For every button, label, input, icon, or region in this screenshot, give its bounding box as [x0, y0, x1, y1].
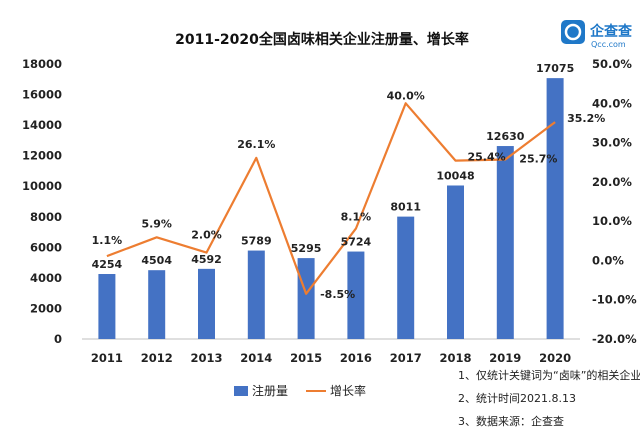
y-axis-left: 0 2000 4000 6000 8000 10000 12000 14000 16000 180… — [22, 57, 62, 346]
bar-data-label: 5789 — [241, 235, 272, 248]
line-data-label: 26.1% — [237, 138, 275, 151]
bar-data-label: 4254 — [92, 258, 123, 271]
x-tick-label: 2020 — [539, 351, 571, 365]
legend-swatch-bar — [234, 386, 248, 396]
y-right-tick-label: 10.0% — [592, 214, 632, 228]
x-tick-label: 2011 — [91, 351, 123, 365]
note-1: 1、仅统计关键词为“卤味”的相关企业 — [458, 368, 640, 382]
y-right-tick-label: 20.0% — [592, 175, 632, 189]
bar-data-label: 5724 — [341, 236, 372, 249]
bar — [546, 78, 564, 339]
bar — [347, 251, 365, 339]
y-left-tick-label: 18000 — [22, 57, 62, 71]
bar — [148, 270, 166, 339]
bar-data-label: 10048 — [436, 169, 474, 182]
line-data-label: 5.9% — [141, 217, 172, 230]
x-tick-label: 2012 — [141, 351, 173, 365]
bar — [198, 268, 215, 339]
bar-data-label: 5295 — [291, 242, 322, 255]
bar — [247, 250, 265, 339]
bar-series — [98, 78, 564, 339]
bar — [98, 274, 116, 339]
x-tick-label: 2015 — [290, 351, 322, 365]
brand-url: Qcc.com — [591, 40, 626, 49]
y-right-tick-label: 0.0% — [592, 253, 624, 267]
y-right-tick-label: 30.0% — [592, 136, 632, 150]
bar — [496, 146, 514, 339]
y-right-tick-label: 50.0% — [592, 57, 632, 71]
line-data-label: 25.7% — [519, 152, 557, 165]
brand-name: 企查查 — [589, 23, 633, 40]
x-tick-label: 2013 — [190, 351, 222, 365]
line-data-label: 40.0% — [387, 89, 425, 102]
x-tick-label: 2018 — [439, 351, 471, 365]
y-right-tick-label: -10.0% — [592, 293, 637, 307]
notes: 1、仅统计关键词为“卤味”的相关企业 2、统计时间2021.8.13 3、数据来… — [458, 368, 640, 428]
chart-title: 2011-2020全国卤味相关企业注册量、增长率 — [175, 31, 469, 48]
y-left-tick-label: 6000 — [30, 240, 62, 254]
y-left-tick-label: 16000 — [22, 88, 62, 102]
line-data-labels: 1.1% 5.9% 2.0% 26.1% -8.5% 8.1% 40.0% 25.4% 25.7… — [92, 89, 606, 301]
legend-label-bar: 注册量 — [252, 383, 288, 398]
growth-line — [106, 102, 556, 295]
bar — [447, 185, 464, 339]
y-left-tick-label: 2000 — [30, 301, 62, 315]
y-left-tick-label: 8000 — [30, 210, 62, 224]
legend: 注册量 增长率 — [234, 383, 366, 398]
y-right-tick-label: -20.0% — [592, 332, 637, 346]
x-tick-label: 2019 — [489, 351, 521, 365]
line-data-label: 25.4% — [468, 151, 506, 164]
y-left-tick-label: 12000 — [22, 149, 62, 163]
y-left-tick-label: 4000 — [30, 271, 62, 285]
bar-data-label: 4592 — [191, 253, 222, 266]
brand-logo: 企查查 Qcc.com — [561, 20, 633, 49]
x-tick-label: 2016 — [340, 351, 372, 365]
line-data-label: 35.2% — [567, 112, 605, 125]
y-right-tick-label: 40.0% — [592, 96, 632, 110]
note-2: 2、统计时间2021.8.13 — [458, 392, 576, 405]
bar — [397, 216, 415, 339]
line-series — [106, 102, 556, 295]
y-left-tick-label: 14000 — [22, 118, 62, 132]
line-data-label: 1.1% — [92, 234, 123, 247]
y-left-tick-label: 0 — [54, 332, 62, 346]
bar-data-label: 17075 — [536, 62, 574, 75]
bar-data-label: 12630 — [486, 130, 525, 143]
x-tick-label: 2014 — [240, 351, 272, 365]
note-3: 3、数据来源：企查查 — [458, 414, 564, 428]
logo-mark — [561, 20, 585, 44]
bar — [297, 258, 315, 339]
bar-data-label: 4504 — [141, 254, 172, 267]
line-data-label: -8.5% — [320, 288, 355, 301]
line-data-label: 2.0% — [191, 229, 222, 242]
y-left-tick-label: 10000 — [22, 179, 62, 193]
y-axis-right: -20.0% -10.0% 0.0% 10.0% 20.0% 30.0% 40.0% 50.0… — [592, 57, 637, 346]
line-data-label: 8.1% — [341, 211, 372, 224]
x-axis: 2011 2012 2013 2014 2015 2016 2017 2018 2019 2020 — [82, 338, 580, 365]
logo-ring — [564, 23, 582, 41]
bar-data-labels: 4254 4504 4592 5789 5295 5724 8011 10048 12630 17… — [92, 62, 575, 271]
legend-label-line: 增长率 — [330, 383, 366, 398]
bar-data-label: 8011 — [390, 201, 421, 214]
x-tick-label: 2017 — [390, 351, 422, 365]
